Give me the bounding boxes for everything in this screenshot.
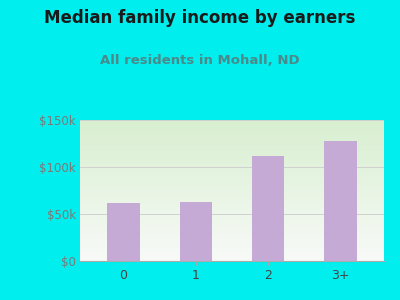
Bar — [324, 141, 357, 261]
Text: Median family income by earners: Median family income by earners — [44, 9, 356, 27]
Bar — [107, 203, 140, 261]
Bar — [180, 202, 212, 261]
Text: All residents in Mohall, ND: All residents in Mohall, ND — [100, 54, 300, 67]
Bar — [252, 156, 284, 261]
